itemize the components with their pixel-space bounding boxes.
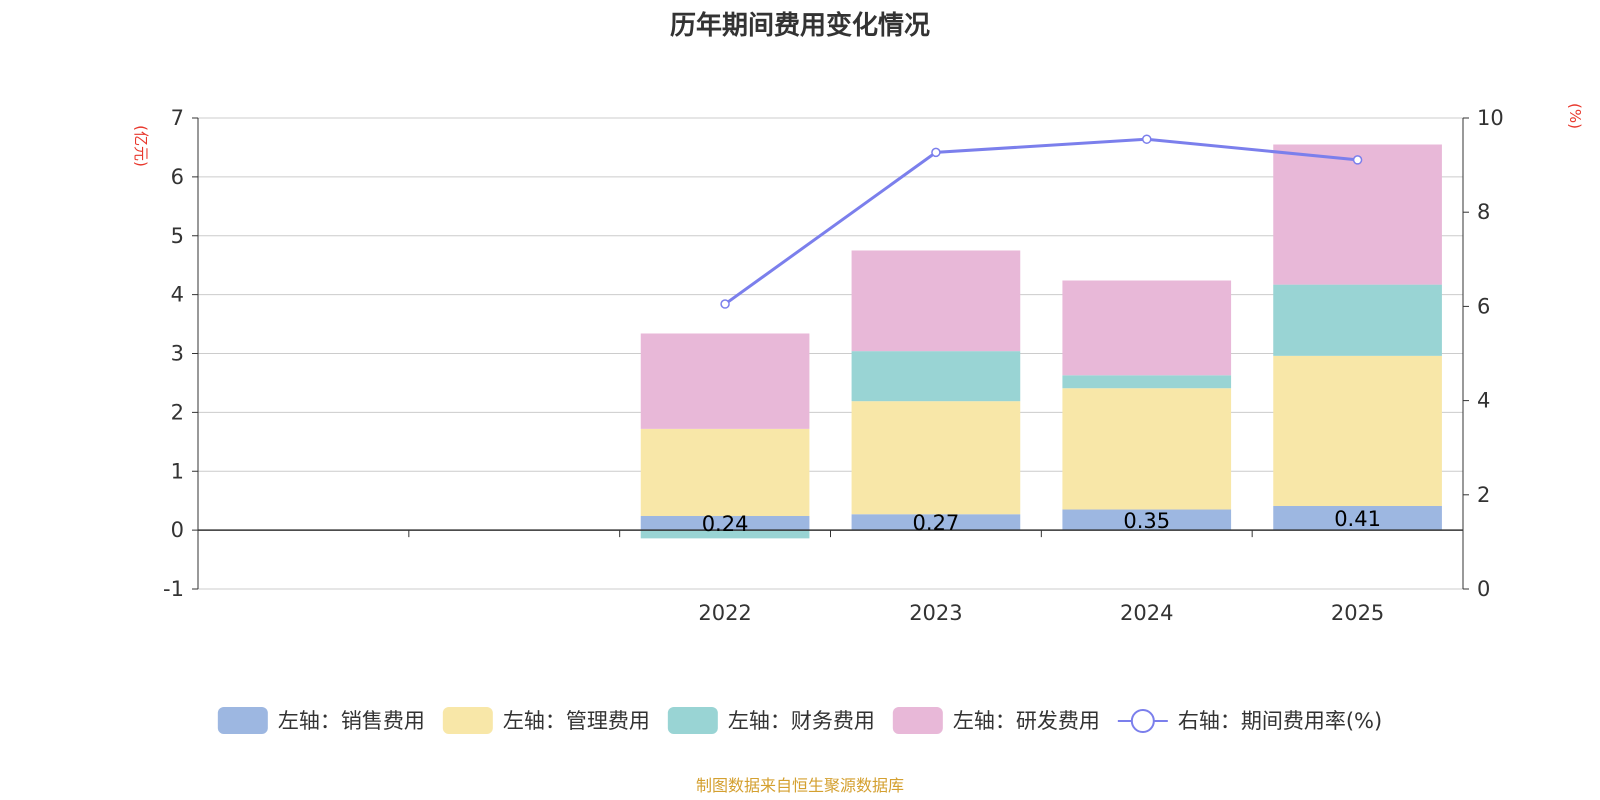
bar-labels: 0.24 0.27 0.35 0.41 xyxy=(702,507,1381,536)
right-axis-tick-label: 4 xyxy=(1477,389,1490,413)
x-axis-tick-label: 2022 xyxy=(698,601,751,625)
bar-segment xyxy=(851,401,1021,515)
bar-segment xyxy=(851,250,1021,352)
bar-segment xyxy=(1273,505,1442,531)
legend-label: 右轴：期间费用率(%) xyxy=(1178,709,1382,733)
x-axis-tick-label: 2025 xyxy=(1331,601,1384,625)
bar-segment xyxy=(640,530,810,539)
right-axis-tick-label: 6 xyxy=(1477,294,1490,318)
right-axis-unit: (%) xyxy=(1566,103,1584,129)
bar-segment xyxy=(1062,375,1232,389)
chart-title: 历年期间费用变化情况 xyxy=(670,10,930,41)
right-axis-tick-label: 8 xyxy=(1477,200,1490,224)
bar-segment xyxy=(1062,509,1232,531)
rate-line-point xyxy=(1352,155,1363,165)
legend-label: 左轴：销售费用 xyxy=(278,709,425,733)
bar-series xyxy=(640,144,1442,539)
left-axis-tick-label: 6 xyxy=(171,165,184,189)
bar-data-label: 0.35 xyxy=(1123,509,1170,533)
legend-swatch xyxy=(667,707,718,734)
bar-segment xyxy=(1273,284,1442,356)
left-axis-tick-label: 3 xyxy=(171,342,184,366)
legend-line-marker xyxy=(1130,709,1155,733)
bar-segment xyxy=(1062,388,1232,510)
legend-swatch xyxy=(217,707,268,734)
legend-swatch xyxy=(892,707,943,734)
x-axis-tick-label: 2024 xyxy=(1120,601,1173,625)
axes: -1 0 1 2 3 4 5 6 7 0 2 4 6 8 10 2022 2023 2024 2025 xyxy=(163,106,1504,625)
legend-swatch xyxy=(442,707,493,734)
right-axis-tick-label: 2 xyxy=(1477,483,1490,507)
rate-line xyxy=(724,137,1358,306)
left-axis-tick-label: 4 xyxy=(171,283,184,307)
legend-label: 左轴：管理费用 xyxy=(503,709,650,733)
line-series xyxy=(720,134,1363,309)
rate-line-point xyxy=(720,299,730,309)
grid-lines xyxy=(198,117,1463,590)
legend-label: 左轴：财务费用 xyxy=(728,709,875,733)
left-axis-tick-label: 7 xyxy=(171,106,184,130)
bar-data-label: 0.41 xyxy=(1334,507,1381,531)
bar-segment xyxy=(851,514,1021,531)
bar-segment xyxy=(1062,280,1232,376)
bar-segment xyxy=(851,351,1021,402)
bar-segment xyxy=(640,428,810,516)
bar-segment xyxy=(1273,144,1442,285)
source-note: 制图数据来自恒生聚源数据库 xyxy=(696,776,904,795)
bar-segment xyxy=(640,515,810,531)
bar-segment xyxy=(640,333,810,429)
rate-line-point xyxy=(931,147,941,158)
bar-data-label: 0.24 xyxy=(702,512,749,536)
right-axis-tick-label: 0 xyxy=(1477,577,1490,601)
bar-segment xyxy=(1273,355,1442,506)
left-axis-tick-label: 0 xyxy=(171,518,184,542)
x-axis-tick-label: 2023 xyxy=(909,601,962,625)
legend-label: 左轴：研发费用 xyxy=(953,709,1100,733)
left-axis-unit: (亿元) xyxy=(132,125,150,167)
right-axis-tick-label: 10 xyxy=(1477,106,1504,130)
left-axis-tick-label: 2 xyxy=(171,400,184,424)
left-axis-tick-label: -1 xyxy=(163,577,184,601)
legend: 左轴：销售费用 左轴：管理费用 左轴：财务费用 左轴：研发费用 右轴：期间费用率(%) xyxy=(217,707,1382,734)
left-axis-tick-label: 1 xyxy=(171,459,184,483)
left-axis-tick-label: 5 xyxy=(171,224,184,248)
rate-line-point xyxy=(1142,134,1152,144)
bar-data-label: 0.27 xyxy=(913,511,960,535)
